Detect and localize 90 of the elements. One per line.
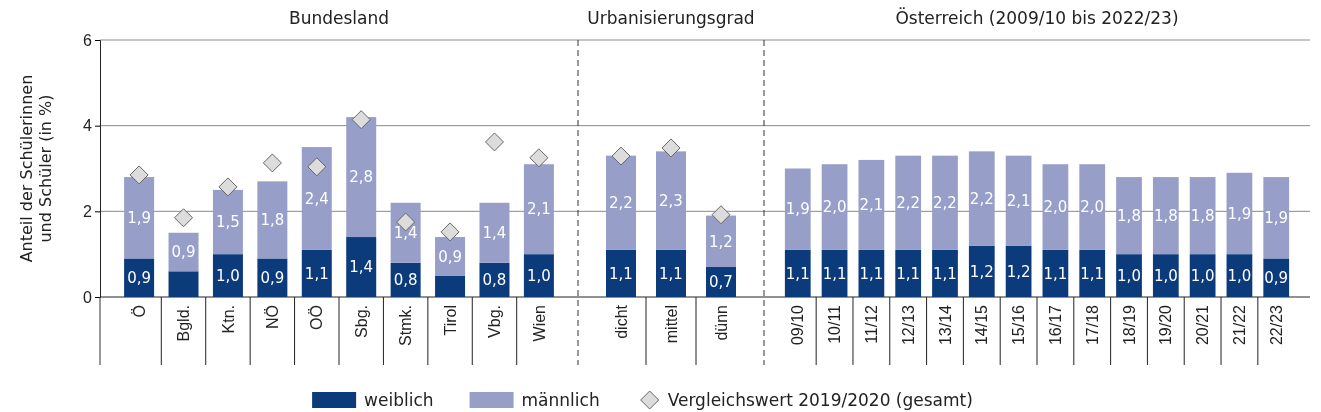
x-tick-label: Ö	[130, 305, 148, 318]
data-label: 1,9	[785, 200, 810, 219]
data-label: 2,0	[1043, 198, 1068, 217]
chart-title: Österreich (2009/10 bis 2022/23)	[895, 7, 1179, 28]
data-label: 1,4	[393, 224, 418, 242]
x-tick-label: 17/18	[1083, 304, 1101, 346]
x-tick-label: 21/22	[1231, 304, 1249, 346]
data-label: 0,9	[260, 268, 285, 287]
x-tick-label: Stmk.	[397, 305, 415, 346]
data-label: 1,4	[482, 224, 507, 242]
data-label: 1,1	[933, 264, 957, 283]
x-tick-label: Vbg.	[486, 305, 504, 338]
x-tick-label: 09/10	[789, 304, 807, 346]
chart-title: Bundesland	[288, 8, 390, 28]
data-label: 2,8	[349, 168, 374, 187]
data-label: 1,1	[1043, 264, 1068, 283]
data-label: 1,8	[260, 211, 285, 230]
data-label: 1,0	[526, 266, 551, 285]
data-label: 1,8	[1153, 206, 1178, 225]
x-tick-label: mittel	[662, 305, 680, 344]
data-label: 1,2	[709, 232, 733, 251]
data-label: 0,9	[171, 243, 196, 262]
data-label: 1,1	[609, 264, 633, 283]
chart-title: Urbanisierungsgrad	[587, 8, 755, 28]
legend-label: männlich	[521, 389, 600, 410]
data-label: 1,1	[785, 264, 810, 283]
data-label: 1,0	[216, 266, 240, 285]
data-label: 2,1	[1006, 191, 1031, 210]
y-tick-label: 2	[83, 202, 93, 220]
x-tick-label: Tirol	[441, 305, 459, 336]
data-label: 1,0	[1153, 266, 1178, 285]
x-tick-label: Wien	[530, 305, 548, 342]
x-tick-label: 18/19	[1120, 304, 1138, 346]
data-label: 1,4	[349, 258, 374, 277]
data-label: 2,3	[659, 191, 683, 210]
data-label: 2,0	[1080, 198, 1105, 217]
x-tick-label: 12/13	[899, 304, 917, 346]
data-label: 2,2	[609, 194, 633, 213]
data-label: 2,2	[933, 194, 957, 213]
data-label: 1,9	[1227, 204, 1252, 223]
x-tick-label: Ktn.	[219, 305, 237, 334]
data-label: 0,9	[438, 247, 462, 266]
data-label: 0,8	[482, 271, 507, 290]
data-label: 2,0	[822, 198, 847, 217]
data-label: 1,9	[127, 209, 152, 228]
data-label: 1,1	[1080, 264, 1105, 283]
data-label: 1,0	[1190, 266, 1215, 285]
x-tick-label: 20/21	[1194, 304, 1212, 346]
data-label: 2,4	[304, 189, 329, 208]
legend-label: Vergleichswert 2019/2020 (gesamt)	[667, 389, 973, 410]
data-label: 0,7	[709, 273, 733, 292]
y-tick-label: 0	[83, 288, 93, 306]
data-label: 1,2	[1006, 262, 1031, 281]
x-tick-label: 10/11	[826, 304, 844, 344]
data-label: 0,9	[1264, 268, 1289, 287]
x-tick-label: NÖ	[263, 305, 281, 329]
data-label: 1,5	[216, 213, 240, 232]
data-label: 1,1	[896, 264, 921, 283]
data-label: 1,8	[1190, 206, 1215, 225]
data-label: 2,2	[969, 189, 994, 208]
x-tick-label: dünn	[712, 305, 730, 341]
data-label: 2,2	[896, 194, 921, 213]
y-axis-title: Anteil der Schülerinnen und Schüler (in %)	[17, 74, 56, 263]
data-label: 1,1	[304, 264, 329, 283]
legend-label: weiblich	[364, 389, 434, 410]
data-label: 1,2	[969, 262, 994, 281]
x-tick-label: OÖ	[308, 305, 326, 330]
x-tick-label: 13/14	[936, 304, 954, 346]
x-tick-label: 22/23	[1267, 304, 1285, 346]
x-tick-label: 19/20	[1157, 304, 1175, 346]
data-label: 1,9	[1264, 209, 1289, 228]
y-tick-label: 6	[83, 31, 93, 49]
x-tick-label: Sbg.	[352, 305, 370, 338]
data-label: 1,1	[822, 264, 847, 283]
data-label: 1,1	[859, 264, 884, 283]
x-tick-label: 15/16	[1010, 304, 1028, 346]
x-tick-label: dicht	[612, 304, 630, 339]
data-label: 2,1	[859, 196, 884, 215]
data-label: 1,1	[659, 264, 683, 283]
data-label: 1,8	[1117, 206, 1141, 225]
data-label: 1,0	[1117, 266, 1141, 285]
data-label: 0,9	[127, 268, 152, 287]
data-label: 0,8	[393, 271, 418, 290]
y-tick-label: 4	[83, 117, 93, 135]
x-tick-label: Bgld.	[175, 305, 193, 342]
data-label: 2,1	[526, 200, 551, 219]
x-tick-label: 14/15	[973, 304, 991, 346]
x-tick-label: 16/17	[1047, 304, 1064, 346]
data-label: 1,0	[1227, 266, 1252, 285]
x-tick-label: 11/12	[862, 304, 880, 344]
